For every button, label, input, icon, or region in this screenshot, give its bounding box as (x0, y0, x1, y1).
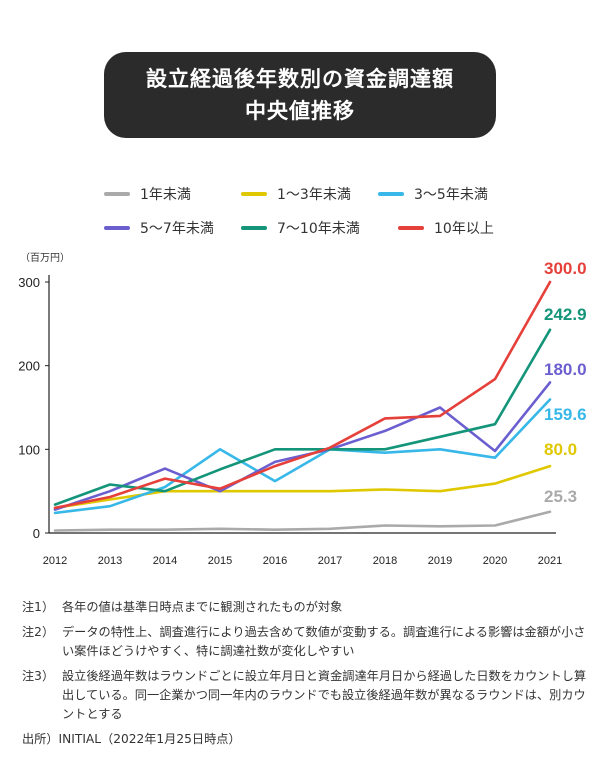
legend-item-lt1: 1年未満 (104, 184, 191, 204)
legend-item-1to3: 1〜3年未満 (241, 184, 351, 204)
end-value-label-2: 159.6 (544, 405, 587, 424)
series-line-5 (53, 280, 552, 510)
end-value-label-5: 300.0 (544, 259, 587, 278)
x-tick-label: 2019 (428, 555, 452, 567)
series-line-0 (53, 510, 552, 532)
legend-item-7to10: 7〜10年未満 (241, 218, 360, 238)
legend-label-3to5: 3〜5年未満 (414, 187, 488, 203)
end-value-label-0: 25.3 (544, 487, 577, 506)
legend-label-7to10: 7〜10年未満 (277, 221, 360, 237)
legend-label-lt1: 1年未満 (140, 187, 191, 203)
chart-title-line1: 設立経過後年数別の資金調達額 (146, 67, 454, 91)
x-tick-label: 2014 (153, 555, 177, 567)
y-tick-label: 0 (33, 526, 40, 541)
note-2: 注2） データの特性上、調査進行により過去含めて数値が変動する。調査進行による影… (22, 623, 592, 661)
note-3-text: 設立後経過年数はラウンドごとに設立年月日と資金調達年月日から経過した日数をカウン… (62, 669, 587, 721)
x-tick-label: 2012 (43, 555, 67, 567)
series-line-2 (53, 398, 552, 515)
y-axis-unit-label: （百万円） (20, 253, 70, 264)
legend-swatch-5to7 (104, 226, 130, 230)
legend-item-10plus: 10年以上 (398, 218, 494, 238)
end-value-label-1: 80.0 (544, 440, 577, 459)
end-value-label-3: 180.0 (544, 360, 587, 379)
end-value-label-4: 242.9 (544, 305, 587, 324)
note-3-tag: 注3） (22, 669, 55, 683)
x-tick-label: 2013 (98, 555, 122, 567)
x-tick-label: 2021 (538, 555, 562, 567)
legend-swatch-7to10 (241, 226, 267, 230)
legend-swatch-1to3 (241, 192, 267, 196)
x-tick-label: 2017 (318, 555, 342, 567)
legend-item-5to7: 5〜7年未満 (104, 218, 214, 238)
note-1-tag: 注1） (22, 600, 55, 614)
note-1: 注1） 各年の値は基準日時点までに観測されたものが対象 (22, 598, 592, 617)
source-note: 出所）INITIAL（2022年1月25日時点） (22, 732, 241, 746)
title-box: 設立経過後年数別の資金調達額 中央値推移 (104, 52, 496, 138)
x-tick-label: 2015 (208, 555, 232, 567)
note-1-text: 各年の値は基準日時点までに観測されたものが対象 (62, 600, 343, 614)
series-line-4 (53, 328, 552, 506)
note-3: 注3） 設立後経過年数はラウンドごとに設立年月日と資金調達年月日から経過した日数… (22, 667, 592, 724)
x-tick-label: 2020 (483, 555, 507, 567)
y-tick-label: 200 (18, 359, 40, 374)
legend-label-1to3: 1〜3年未満 (277, 187, 351, 203)
legend: 1年未満 1〜3年未満 3〜5年未満 5〜7年未満 7〜10年未満 10年以上 (0, 180, 600, 240)
note-2-tag: 注2） (22, 625, 55, 639)
legend-swatch-3to5 (378, 192, 404, 196)
legend-item-3to5: 3〜5年未満 (378, 184, 488, 204)
note-2-text: データの特性上、調査進行により過去含めて数値が変動する。調査進行による影響は金額… (62, 625, 586, 658)
line-chart: 0 100 200 300 2012 2013 2014 2015 2016 2017 2018 20… (18, 259, 587, 567)
y-tick-label: 300 (18, 275, 40, 290)
y-tick-label: 100 (18, 442, 40, 457)
legend-swatch-lt1 (104, 192, 130, 196)
chart-title-line2: 中央値推移 (245, 99, 355, 123)
legend-label-5to7: 5〜7年未満 (140, 221, 214, 237)
legend-swatch-10plus (398, 226, 424, 230)
notes: 注1） 各年の値は基準日時点までに観測されたものが対象 注2） データの特性上、… (22, 598, 592, 749)
x-tick-label: 2016 (263, 555, 287, 567)
legend-label-10plus: 10年以上 (434, 221, 494, 237)
x-tick-label: 2018 (373, 555, 397, 567)
